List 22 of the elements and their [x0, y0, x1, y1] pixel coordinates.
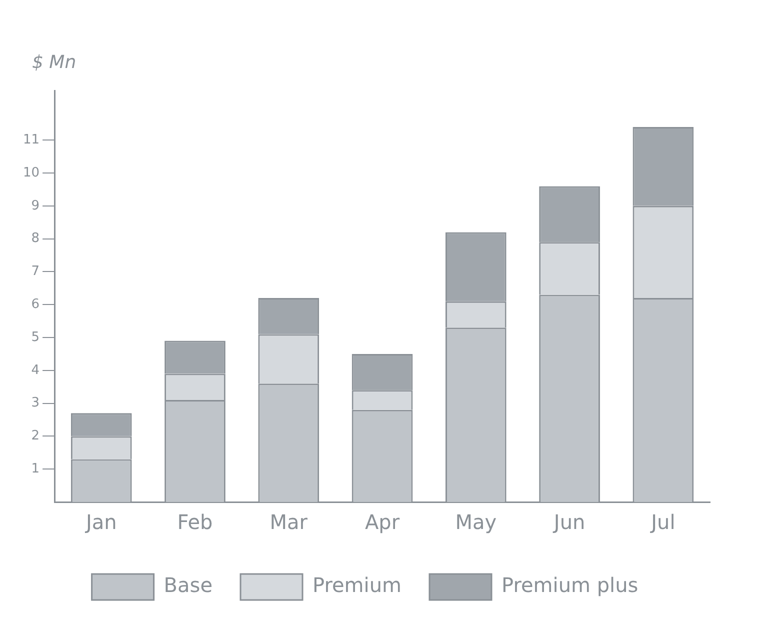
y-tick-label: 9 [31, 198, 40, 214]
x-tick-label: Mar [270, 510, 308, 534]
x-tick-label: Jul [649, 510, 676, 534]
x-tick-label: Jan [84, 510, 117, 534]
y-tick-label: 5 [31, 330, 40, 345]
y-tick-label: 10 [22, 165, 40, 180]
y-axis-title: $ Mn [32, 52, 76, 73]
y-tick-label: 4 [31, 362, 40, 378]
y-tick-label: 11 [22, 132, 40, 148]
y-tick-label: 3 [31, 396, 40, 411]
y-tick-label: 8 [31, 231, 40, 246]
x-tick-label: Feb [177, 510, 213, 534]
y-tick-label: 7 [31, 264, 40, 280]
x-tick-label: Apr [364, 510, 400, 534]
y-tick-label: 6 [31, 297, 40, 312]
y-tick-label: 2 [31, 428, 40, 444]
x-tick-label: May [455, 510, 497, 534]
legend-label: Premium [312, 573, 402, 598]
legend-label: Premium plus [502, 573, 638, 598]
y-tick-label: 1 [31, 461, 40, 476]
legend-label: Base [164, 573, 213, 598]
x-tick-label: Jun [552, 510, 586, 534]
